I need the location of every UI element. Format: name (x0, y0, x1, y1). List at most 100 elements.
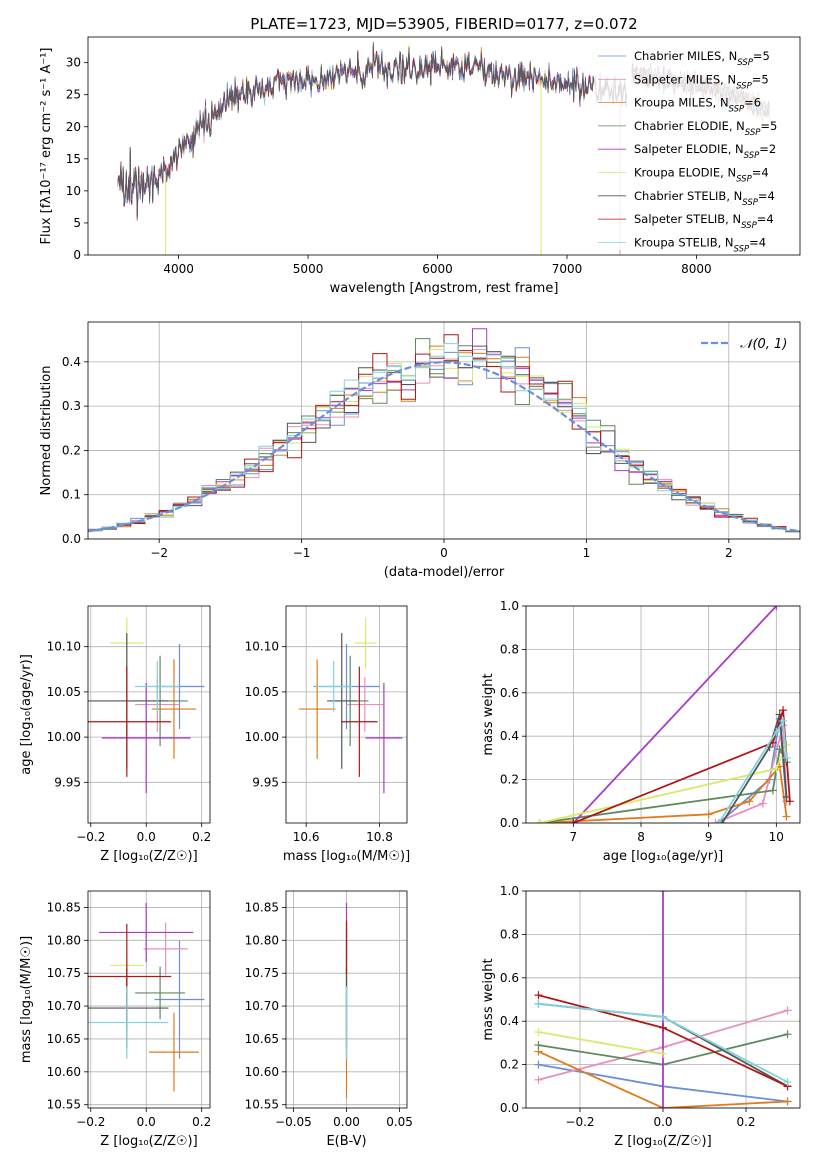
spectrum-title: PLATE=1723, MJD=53905, FIBERID=0177, z=0… (250, 15, 637, 33)
x-tick-label: 0.0 (137, 830, 156, 844)
x-tick-label: −0.2 (76, 1115, 105, 1129)
x-axis-label: E(B-V) (326, 1134, 366, 1149)
spectrum-frame: 4000 5000 6000 7000 8000 0 5 10 15 20 25 30 waveleng… (39, 36, 801, 296)
y-tick-label: 10.10 (47, 640, 81, 654)
x-axis-label: age [log₁₀(age/yr)] (603, 849, 724, 864)
y-tick-label: 10.80 (245, 933, 279, 947)
y-tick-label: 25 (66, 88, 81, 102)
histogram-step (88, 345, 800, 532)
x-axis-label: wavelength [Angstrom, rest frame] (330, 281, 559, 296)
y-tick-label: 0.4 (62, 355, 81, 369)
x-tick-label: 9 (705, 830, 713, 844)
y-tick-label: 0.8 (500, 642, 519, 656)
weight_vs_Z-axes: −0.2 0.0 0.2 0.0 0.2 0.4 0.6 0.8 1.0 Z [log₁₀(Z/Z… (481, 884, 801, 1149)
y-tick-label: 0.0 (500, 1101, 519, 1115)
x-tick-label: 7 (570, 830, 578, 844)
y-tick-label: 10.80 (47, 933, 81, 947)
legend-label: 𝒩(0, 1) (740, 337, 787, 352)
x-axis-label: Z [log₁₀(Z/Z☉)] (100, 849, 197, 864)
spectrum-line (117, 45, 627, 216)
y-tick-label: 10.70 (47, 999, 81, 1013)
y-tick-label: 10.75 (47, 966, 81, 980)
x-axis-label: mass [log₁₀(M/M☉)] (283, 849, 410, 864)
weight-line (538, 1050, 788, 1108)
gaussian-curve (88, 361, 800, 533)
weight-line (538, 1031, 664, 1055)
y-tick-label: 0.8 (500, 927, 519, 941)
y-tick-label: 10 (66, 184, 81, 198)
x-axis-label: (data-model)/error (384, 565, 505, 580)
x-tick-label: 0.00 (333, 1115, 360, 1129)
x-tick-label: −1 (293, 546, 311, 560)
weight-line (718, 718, 788, 823)
y-tick-label: 10.55 (245, 1098, 279, 1112)
y-tick-label: 10.05 (47, 685, 81, 699)
y-tick-label: 0.0 (500, 816, 519, 830)
y-tick-label: 10.85 (245, 900, 279, 914)
x-tick-label: 8000 (681, 262, 712, 276)
y-tick-label: 10.65 (47, 1032, 81, 1046)
y-tick-label: 30 (66, 56, 81, 70)
spectrum-frame-box (87, 36, 801, 256)
x-tick-label: 0.0 (137, 1115, 156, 1129)
residuals-plot (88, 328, 800, 533)
residuals-axes: −2 −1 0 1 2 0.0 0.1 0.2 0.3 0.4 (data-model)/error… (39, 321, 801, 580)
spectrum-axes: 4000 5000 6000 7000 8000 0 5 10 15 20 25 30 waveleng… (39, 36, 801, 296)
weight_vs_age-frame: 7 8 9 10 0.0 0.2 0.4 0.6 0.8 1.0 age [log₁₀(age/yr… (481, 599, 801, 864)
legend-bg (594, 43, 798, 250)
x-tick-label: 0.0 (653, 1115, 672, 1129)
y-axis-label: mass weight (481, 673, 496, 755)
y-tick-label: 10.05 (245, 685, 279, 699)
y-axis-label: mass weight (481, 958, 496, 1040)
y-tick-label: 0.6 (500, 971, 519, 985)
x-tick-label: 10 (769, 830, 784, 844)
y-tick-label: 0.2 (500, 1058, 519, 1072)
x-tick-label: 10.6 (293, 830, 320, 844)
y-tick-label: 10.00 (245, 730, 279, 744)
x-tick-label: 10.8 (366, 830, 393, 844)
y-tick-label: 10.70 (245, 999, 279, 1013)
y-tick-label: 20 (66, 120, 81, 134)
x-axis-label: Z [log₁₀(Z/Z☉)] (614, 1134, 711, 1149)
x-tick-label: −0.2 (76, 830, 105, 844)
x-tick-label: 4000 (163, 262, 194, 276)
weight-line (721, 714, 788, 823)
age_vs_mass-frame: 10.6 10.8 9.95 10.00 10.05 10.10 mass [log₁₀(M… (245, 605, 410, 864)
age_vs_Z-frame-box (87, 605, 211, 824)
residuals-frame-box (87, 321, 801, 540)
x-tick-label: 1 (583, 546, 591, 560)
x-tick-label: 0.2 (192, 1115, 211, 1129)
x-tick-label: 0.2 (736, 1115, 755, 1129)
y-tick-label: 10.85 (47, 900, 81, 914)
age_vs_Z-frame: −0.2 0.0 0.2 9.95 10.00 10.05 10.10 Z [log₁₀(Z/… (19, 605, 211, 864)
y-tick-label: 10.60 (47, 1065, 81, 1079)
mass_vs_Z-frame: −0.2 0.0 0.2 10.55 10.60 10.65 10.70 10.75 10.80… (19, 890, 211, 1149)
y-tick-label: 10.10 (245, 640, 279, 654)
y-tick-label: 0.2 (62, 443, 81, 457)
y-tick-label: 10.00 (47, 730, 81, 744)
age_vs_mass-plot (298, 617, 403, 794)
y-tick-label: 0.2 (500, 773, 519, 787)
mass_vs_ebv-axes: −0.05 0.00 0.05 10.55 10.60 10.65 10.70 10.75 10… (245, 890, 413, 1149)
mass_vs_Z-plot (88, 902, 205, 1092)
age_vs_Z-axes: −0.2 0.0 0.2 9.95 10.00 10.05 10.10 Z [log₁₀(Z/… (19, 605, 211, 864)
y-tick-label: 9.95 (252, 775, 279, 789)
x-tick-label: 0.05 (386, 1115, 413, 1129)
age_vs_Z-grid (88, 606, 210, 823)
age_vs_mass-axes: 10.6 10.8 9.95 10.00 10.05 10.10 mass [log₁₀(M… (245, 605, 410, 864)
y-tick-label: 10.55 (47, 1098, 81, 1112)
y-axis-label: age [log₁₀(age/yr)] (19, 654, 34, 775)
x-tick-label: −2 (150, 546, 168, 560)
y-tick-label: 0.4 (500, 1014, 519, 1028)
y-tick-label: 10.75 (245, 966, 279, 980)
mass_vs_ebv-frame: −0.05 0.00 0.05 10.55 10.60 10.65 10.70 10.75 10… (245, 890, 413, 1149)
y-tick-label: 1.0 (500, 599, 519, 613)
x-tick-label: 0.2 (192, 830, 211, 844)
mass_vs_Z-frame-box (87, 890, 211, 1109)
y-tick-label: 9.95 (54, 775, 81, 789)
weight_vs_Z-frame-box (525, 890, 801, 1109)
age_vs_mass-frame-box (285, 605, 408, 824)
residuals-frame: −2 −1 0 1 2 0.0 0.1 0.2 0.3 0.4 (data-model)/error… (39, 321, 801, 580)
